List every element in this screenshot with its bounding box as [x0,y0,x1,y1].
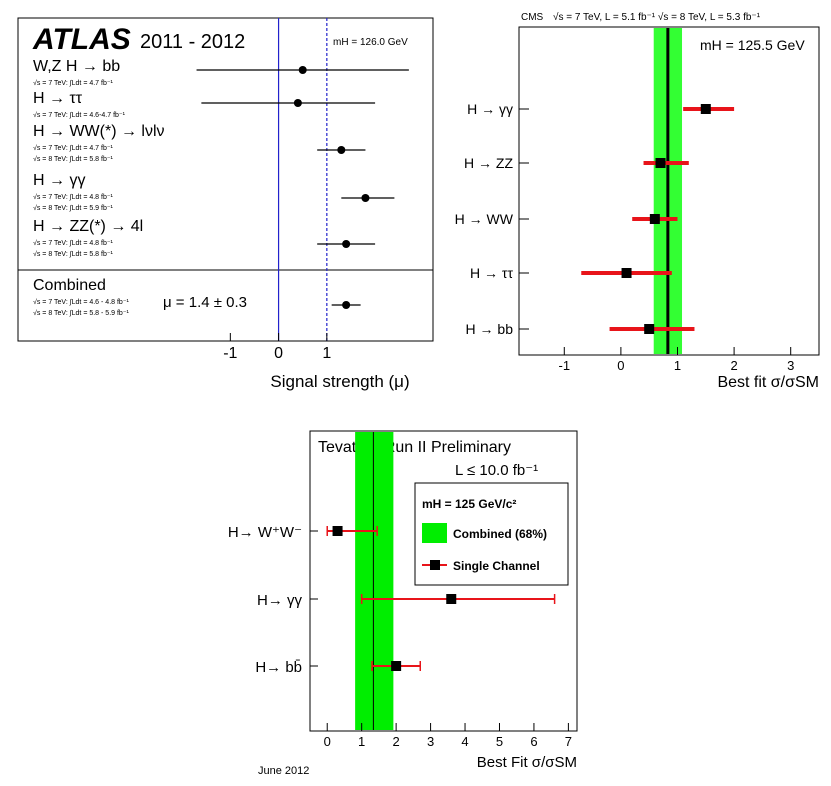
x-tick-label: -1 [559,358,571,373]
x-axis-label: Best Fit σ/σSM [477,754,577,771]
combined-band [355,432,394,730]
annotation: mH = 126.0 GeV [333,37,408,48]
category-label: H → γγ [467,101,513,117]
x-tick-label: 0 [274,345,283,362]
category-label: Combined [33,277,106,294]
x-tick-label: 1 [674,358,681,373]
x-tick-label: 6 [530,734,537,749]
x-tick-label: 3 [787,358,794,373]
x-tick-label: 1 [322,345,331,362]
chart-title: ATLAS [32,23,131,56]
category-label: H → WW [455,211,514,227]
legend-label: Single Channel [453,559,540,573]
category-sublabel: √s = 7 TeV: ∫Ldt = 4.8 fb⁻¹ [33,239,114,247]
point [621,268,632,278]
point [342,301,351,309]
point [361,194,370,202]
category-sublabel: √s = 8 TeV: ∫Ldt = 5.9 fb⁻¹ [33,204,114,212]
category-label: H → ZZ(*) → 4l [33,218,143,235]
x-tick-label: -1 [223,345,237,362]
category-label: H → ττ [33,90,83,107]
chart-subtitle: 2011 - 2012 [140,31,245,53]
plot-frame [518,26,820,356]
category-label: W,Z H → bb [33,58,120,75]
category-sublabel: √s = 8 TeV: ∫Ldt = 5.8 - 5.9 fb⁻¹ [33,309,130,317]
category-label: H → bb [466,321,514,337]
category-sublabel: √s = 8 TeV: ∫Ldt = 5.8 fb⁻¹ [33,250,114,258]
point [649,214,660,224]
point [700,104,711,114]
category-sublabel: √s = 7 TeV: ∫Ldt = 4.8 fb⁻¹ [33,193,114,201]
point [337,146,346,154]
result-text: μ = 1.4 ± 0.3 [163,294,247,311]
x-axis-label: Best fit σ/σSM [717,374,819,391]
point [293,99,302,107]
x-tick-label: 0 [324,734,331,749]
chart-title: Tevatron Run II Preliminary [318,439,511,456]
x-tick-label: 7 [565,734,572,749]
x-tick-label: 0 [617,358,624,373]
point [391,661,402,671]
category-sublabel: √s = 7 TeV: ∫Ldt = 4.6-4.7 fb⁻¹ [33,111,126,119]
category-sublabel: √s = 7 TeV: ∫Ldt = 4.7 fb⁻¹ [33,79,114,87]
category-label: H→ W⁺W⁻ [228,524,302,541]
category-label: H → ZZ [464,155,513,171]
x-tick-label: 2 [393,734,400,749]
category-label: H → WW(*) → lνlν [33,123,165,140]
x-tick-label: 3 [427,734,434,749]
legend-swatch [430,560,440,570]
legend-label: Combined (68%) [453,527,547,541]
chart-subtitle: √s = 7 TeV, L = 5.1 fb⁻¹ √s = 8 TeV, L =… [553,11,761,23]
annotation: mH = 125.5 GeV [700,37,805,53]
point [655,158,666,168]
legend-swatch [422,523,447,543]
legend-title: mH = 125 GeV/c² [422,497,516,511]
point [332,526,343,536]
plot-frame [309,430,578,732]
x-axis-label: Signal strength (μ) [270,372,409,391]
point [446,594,457,604]
category-label: H → γγ [33,172,85,189]
point [298,66,307,74]
x-tick-label: 5 [496,734,503,749]
category-sublabel: √s = 7 TeV: ∫Ldt = 4.6 - 4.8 fb⁻¹ [33,298,130,306]
category-label: H→ γγ [257,592,303,609]
x-tick-label: 2 [730,358,737,373]
annotation: June 2012 [258,765,309,777]
category-sublabel: √s = 8 TeV: ∫Ldt = 5.8 fb⁻¹ [33,155,114,163]
category-sublabel: √s = 7 TeV: ∫Ldt = 4.7 fb⁻¹ [33,144,114,152]
x-tick-label: 1 [358,734,365,749]
point [342,240,351,248]
category-label: H → ττ [470,265,513,281]
point [644,324,655,334]
x-tick-label: 4 [461,734,468,749]
category-label: H→ bb̄ [255,659,302,676]
chart-subtitle: L ≤ 10.0 fb⁻¹ [455,462,538,479]
plot-frame [17,17,434,342]
chart-title: CMS [521,12,544,23]
